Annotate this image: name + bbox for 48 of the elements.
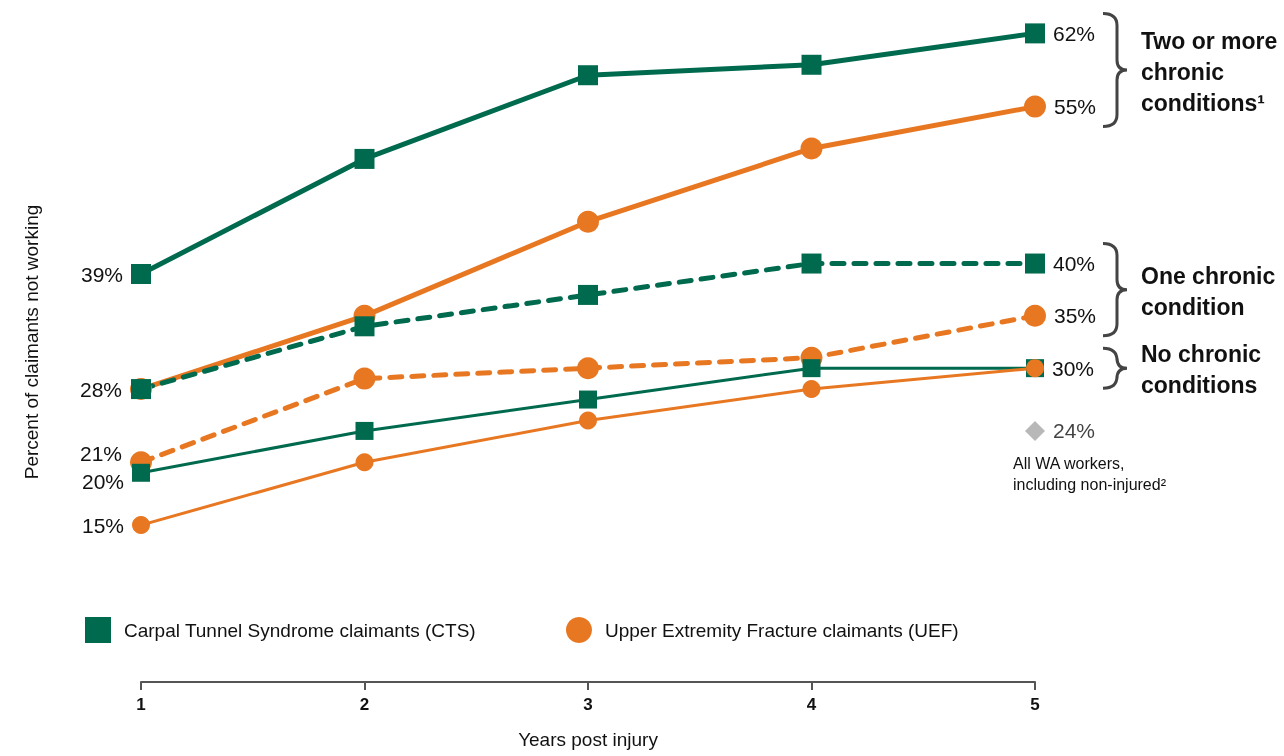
point — [132, 516, 150, 535]
point — [801, 253, 822, 274]
point — [355, 421, 374, 440]
data-label: 39% — [80, 262, 123, 286]
y-axis-title: Percent of claimants not working — [21, 204, 42, 480]
x-tick-label: 2 — [359, 695, 370, 714]
data-label: 21% — [79, 441, 122, 465]
point — [1025, 253, 1045, 274]
x-tick-label: 4 — [806, 695, 817, 714]
point — [1024, 304, 1046, 327]
point — [1025, 23, 1045, 44]
point — [353, 367, 376, 390]
x-tick-label: 3 — [583, 695, 593, 714]
point — [1025, 420, 1045, 441]
legend-label: Carpal Tunnel Syndrome claimants (CTS) — [124, 619, 476, 641]
point — [577, 357, 599, 380]
data-label: 20% — [81, 470, 124, 494]
point — [1024, 95, 1046, 118]
text: One chronic condition — [1141, 262, 1276, 320]
data-label: 55% — [1054, 95, 1097, 119]
x-tick-label: 5 — [1030, 695, 1040, 714]
point — [132, 463, 150, 482]
series-label: All WA workers, including non-injured² — [1013, 454, 1167, 493]
x-tick-label: 1 — [136, 695, 146, 714]
point — [577, 210, 599, 233]
point — [355, 453, 374, 472]
data-label: 40% — [1053, 252, 1096, 276]
point — [578, 284, 598, 305]
text: Two or more chronic conditions¹ — [1141, 27, 1278, 116]
point — [578, 65, 598, 86]
data-label: 15% — [81, 513, 124, 537]
data-label: 28% — [79, 377, 122, 401]
point — [579, 390, 597, 409]
point — [801, 54, 822, 75]
point — [354, 316, 375, 337]
data-label: 35% — [1054, 304, 1097, 328]
data-label: 30% — [1052, 356, 1095, 380]
point — [800, 137, 823, 160]
point — [354, 148, 375, 169]
x-axis-title: Years post injury — [518, 729, 659, 750]
legend-label: Upper Extremity Fracture claimants (UEF) — [604, 619, 959, 641]
data-label: 62% — [1053, 21, 1096, 45]
point — [802, 359, 821, 378]
point — [802, 380, 821, 399]
data-label: 24% — [1053, 419, 1096, 443]
point — [131, 264, 151, 284]
text: No chronic conditions — [1141, 341, 1262, 399]
point — [579, 411, 597, 430]
